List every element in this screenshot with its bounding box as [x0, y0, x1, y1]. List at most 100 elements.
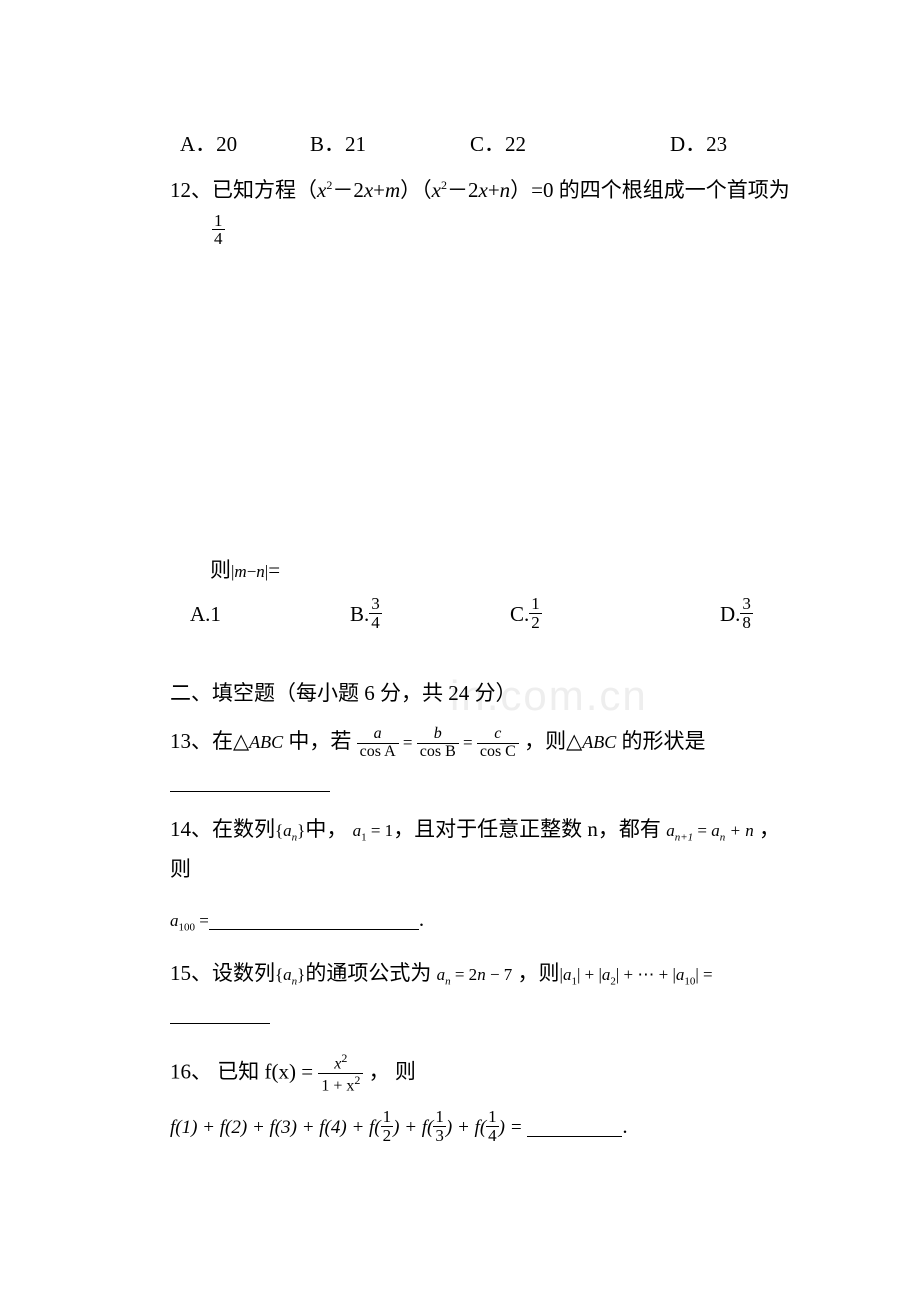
q14-a1: a1 = 1 [353, 821, 394, 840]
e1: = 1 [367, 821, 394, 840]
q15-seq: {an} [275, 965, 305, 984]
q12-stem: 12、 已知方程（x2－2x+m）（x2－2x+n）=0 的四个根组成一个首项为… [170, 171, 800, 251]
q14-t2: 中， [305, 817, 352, 841]
abs-n: n [256, 562, 265, 581]
q11-opt-b: B．21 [310, 125, 470, 165]
q15-t1: 设数列 [212, 961, 275, 985]
q15-t2: 的通项公式为 [305, 961, 436, 985]
q16-frac: x21 + x2 [318, 1052, 363, 1095]
an: a [711, 821, 720, 840]
abs-m: m [234, 562, 246, 581]
q13-blank [170, 768, 330, 792]
q16fn: x2 [318, 1052, 363, 1073]
p1: + [580, 965, 598, 984]
eq52: = [699, 965, 717, 984]
f3dt: cos C [480, 743, 516, 760]
q12-frac-den: 4 [212, 229, 225, 248]
q15-formula: an = 2n − 7 [437, 965, 513, 984]
fd4: 4 [486, 1126, 499, 1145]
q12-pn: + [488, 178, 500, 202]
q14-period: . [419, 907, 424, 931]
fds: 2 [354, 1073, 360, 1087]
hn: 1 [381, 1108, 394, 1126]
q13: 13、在△ABC 中，若 acos A = bcos B = ccos C ，则… [170, 722, 800, 802]
fd1: 1 + x [321, 1077, 354, 1094]
nv5: n [477, 965, 486, 984]
dots: + ⋯ + [619, 965, 672, 984]
q11-options: A．20 B．21 C．22 D．23 [170, 125, 800, 165]
q15-blank [170, 1000, 270, 1024]
f3d: cos C [477, 743, 519, 761]
e100: = [195, 911, 209, 930]
m1: ) + f( [393, 1117, 433, 1138]
q12-options: A.1 B.34 C.12 D.38 [170, 595, 800, 635]
abs-minus: − [247, 562, 257, 581]
q13-f3: ccos C [477, 726, 519, 761]
q14: 14、在数列{an}中， a1 = 1，且对于任意正整数 n，都有 an+1 =… [170, 810, 800, 890]
q12c-lbl: C. [510, 602, 529, 626]
fn4: 1 [486, 1108, 499, 1126]
q13-pre: 在 [212, 729, 233, 753]
m2: ) + f( [446, 1117, 486, 1138]
q12-pm: + [373, 178, 385, 202]
q12-m: m [385, 178, 400, 202]
fxs: 2 [341, 1051, 347, 1065]
f2dt: cos B [420, 743, 456, 760]
tn: 1 [433, 1108, 446, 1126]
m7: − 7 [486, 965, 513, 984]
document-page: A．20 B．21 C．22 D．23 12、 已知方程（x2－2x+m）（x2… [0, 0, 920, 1147]
q11-opt-a: A．20 [180, 125, 310, 165]
e2: = [693, 821, 711, 840]
dn: 3 [740, 595, 753, 613]
a100: a [170, 911, 179, 930]
q16p: f(1) + f(2) + f(3) + f(4) + f( [170, 1117, 381, 1138]
q13-abc2: ABC [582, 732, 616, 752]
q14-line2: a100 =. [170, 900, 800, 940]
q14-blank [209, 906, 419, 930]
f2d: cos B [417, 743, 459, 761]
q14-label: 14、 [170, 817, 212, 841]
f1n: a [357, 726, 399, 743]
q12-x1b: x [364, 178, 373, 202]
section-2-title: 二、填空题（每小题 6 分，共 24 分） [170, 681, 517, 705]
bn: 3 [369, 595, 382, 613]
f3n: c [477, 726, 519, 743]
q15-label: 15、 [170, 961, 212, 985]
section-2-header: in.com.cn 二、填空题（每小题 6 分，共 24 分） [170, 674, 800, 714]
q13-abc: ABC [249, 732, 283, 752]
a: a [283, 821, 292, 840]
sn1: n+1 [675, 832, 693, 844]
q12-opt-d: D.38 [720, 595, 800, 635]
q13-f2: bcos B [417, 726, 459, 761]
q13-tri: △ [233, 729, 249, 753]
q13-f1: acos A [357, 726, 399, 761]
q12-t1: 已知方程（ [212, 178, 317, 202]
q16-period: . [622, 1114, 627, 1138]
q12b-lbl: B. [350, 602, 369, 626]
q12-label: 12、 [170, 171, 212, 211]
q12-mid: ）（ [400, 178, 432, 202]
q12-opt-b: B.34 [350, 595, 510, 635]
q12-x1: x [317, 178, 326, 202]
cn: 1 [529, 595, 542, 613]
q16-sum: f(1) + f(2) + f(3) + f(4) + f(12) + f(13… [170, 1117, 527, 1138]
q12-x2b: x [479, 178, 488, 202]
q12d-frac: 38 [740, 595, 753, 632]
q16: 16、 已知 f(x) = x21 + x2 ， 则 [170, 1052, 800, 1095]
q14-t1: 在数列 [212, 817, 275, 841]
q16fd: 1 + x2 [318, 1073, 363, 1095]
eq5: = 2 [451, 965, 478, 984]
q14-a100: a100 = [170, 911, 209, 930]
q12-then-lead: 则 [210, 558, 231, 582]
q16-blank [527, 1113, 622, 1137]
q16-t2: ， 则 [363, 1059, 416, 1083]
q16-t1: 已知 f(x) = [212, 1059, 318, 1083]
q14-t3: ，且对于任意正整数 n，都有 [393, 817, 666, 841]
q12b-frac: 34 [369, 595, 382, 632]
pn: + n [725, 821, 753, 840]
s100: 100 [179, 921, 196, 933]
q13-eq1: = [399, 733, 417, 752]
q15-sum: |a1| + |a2| + ⋯ + |a10| = [560, 965, 717, 984]
q12-r1: －2 [332, 178, 364, 202]
q12-then: 则|m−n|= [170, 551, 800, 591]
